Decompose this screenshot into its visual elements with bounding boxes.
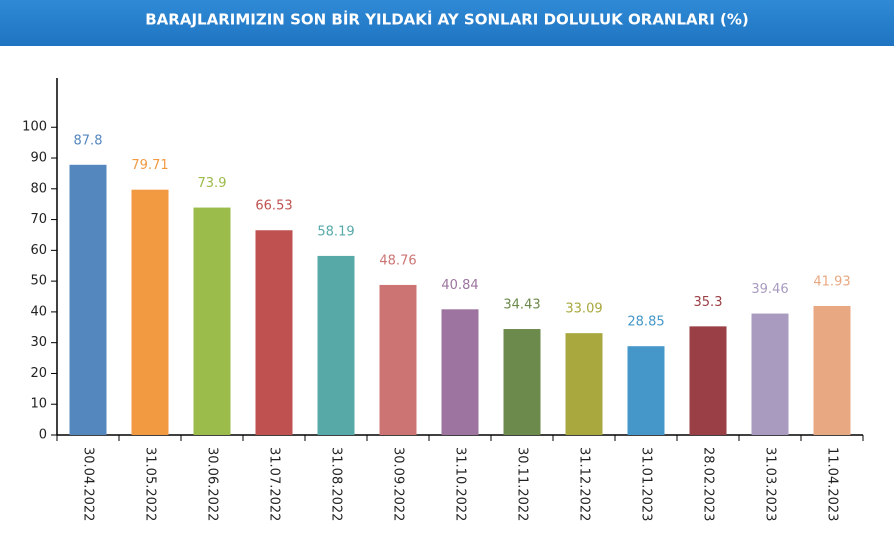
x-tick-label: 30.09.2022 xyxy=(391,447,406,521)
x-tick-label: 31.05.2022 xyxy=(143,447,158,521)
y-tick-label: 50 xyxy=(30,274,47,289)
bar xyxy=(441,309,479,435)
x-tick-label: 31.03.2023 xyxy=(763,447,778,521)
x-tick-label: 30.06.2022 xyxy=(205,447,220,521)
value-label: 28.85 xyxy=(627,315,664,330)
bar xyxy=(751,313,789,435)
bar xyxy=(131,189,169,435)
y-tick-label: 40 xyxy=(30,304,47,319)
bar xyxy=(379,284,417,435)
value-label: 79.71 xyxy=(131,158,168,173)
bar xyxy=(255,230,293,435)
value-label: 66.53 xyxy=(255,199,292,214)
value-label: 39.46 xyxy=(751,282,788,297)
y-tick-label: 100 xyxy=(22,120,47,135)
y-tick-label: 60 xyxy=(30,243,47,258)
y-tick-label: 0 xyxy=(39,428,47,443)
value-label: 48.76 xyxy=(379,253,416,268)
y-tick-label: 10 xyxy=(30,397,47,412)
y-tick-label: 70 xyxy=(30,212,47,227)
bar xyxy=(317,255,355,435)
x-tick-label: 30.04.2022 xyxy=(81,447,96,521)
y-tick-label: 30 xyxy=(30,335,47,350)
value-label: 58.19 xyxy=(317,224,354,239)
bar xyxy=(193,207,231,435)
value-label: 41.93 xyxy=(813,274,850,289)
bar xyxy=(565,333,603,435)
x-tick-label: 28.02.2023 xyxy=(701,447,716,521)
value-label: 40.84 xyxy=(441,278,478,293)
y-tick-label: 90 xyxy=(30,151,47,166)
x-tick-label: 31.10.2022 xyxy=(453,447,468,521)
bar xyxy=(689,326,727,435)
value-label: 87.8 xyxy=(74,133,103,148)
chart-title: BARAJLARIMIZIN SON BİR YILDAKİ AY SONLAR… xyxy=(145,10,749,29)
value-label: 73.9 xyxy=(198,176,227,191)
value-label: 35.3 xyxy=(694,295,723,310)
value-label: 33.09 xyxy=(565,302,602,317)
y-tick-label: 80 xyxy=(30,181,47,196)
x-tick-label: 31.01.2023 xyxy=(639,447,654,521)
bar xyxy=(627,346,665,435)
value-label: 34.43 xyxy=(503,298,540,313)
y-tick-label: 20 xyxy=(30,366,47,381)
x-tick-label: 31.12.2022 xyxy=(577,447,592,521)
x-tick-label: 31.08.2022 xyxy=(329,447,344,521)
bar xyxy=(503,329,541,435)
bar xyxy=(813,305,851,435)
x-tick-label: 11.04.2023 xyxy=(825,447,840,521)
x-tick-label: 30.11.2022 xyxy=(515,447,530,521)
header xyxy=(0,0,894,46)
bar xyxy=(69,164,107,435)
x-tick-label: 31.07.2022 xyxy=(267,447,282,521)
